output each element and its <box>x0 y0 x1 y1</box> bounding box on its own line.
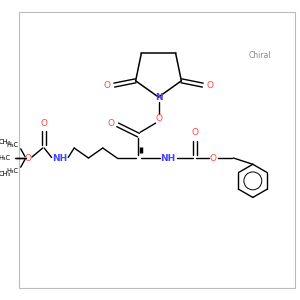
Text: O: O <box>24 154 32 163</box>
Text: H₃C: H₃C <box>0 155 11 161</box>
Text: N: N <box>155 93 162 102</box>
Text: O: O <box>41 118 48 127</box>
Text: CH₃: CH₃ <box>0 171 11 177</box>
Text: CH₃: CH₃ <box>0 139 11 145</box>
Text: O: O <box>191 128 198 137</box>
Text: O: O <box>206 82 214 91</box>
Text: O: O <box>103 82 110 91</box>
Text: Chiral: Chiral <box>249 51 271 60</box>
Text: NH: NH <box>160 154 176 163</box>
Text: H₃C: H₃C <box>7 142 19 148</box>
Text: O: O <box>155 114 162 123</box>
Text: O: O <box>210 154 217 163</box>
Text: NH: NH <box>52 154 68 163</box>
Text: H₃C: H₃C <box>7 168 19 174</box>
Text: O: O <box>108 118 115 127</box>
